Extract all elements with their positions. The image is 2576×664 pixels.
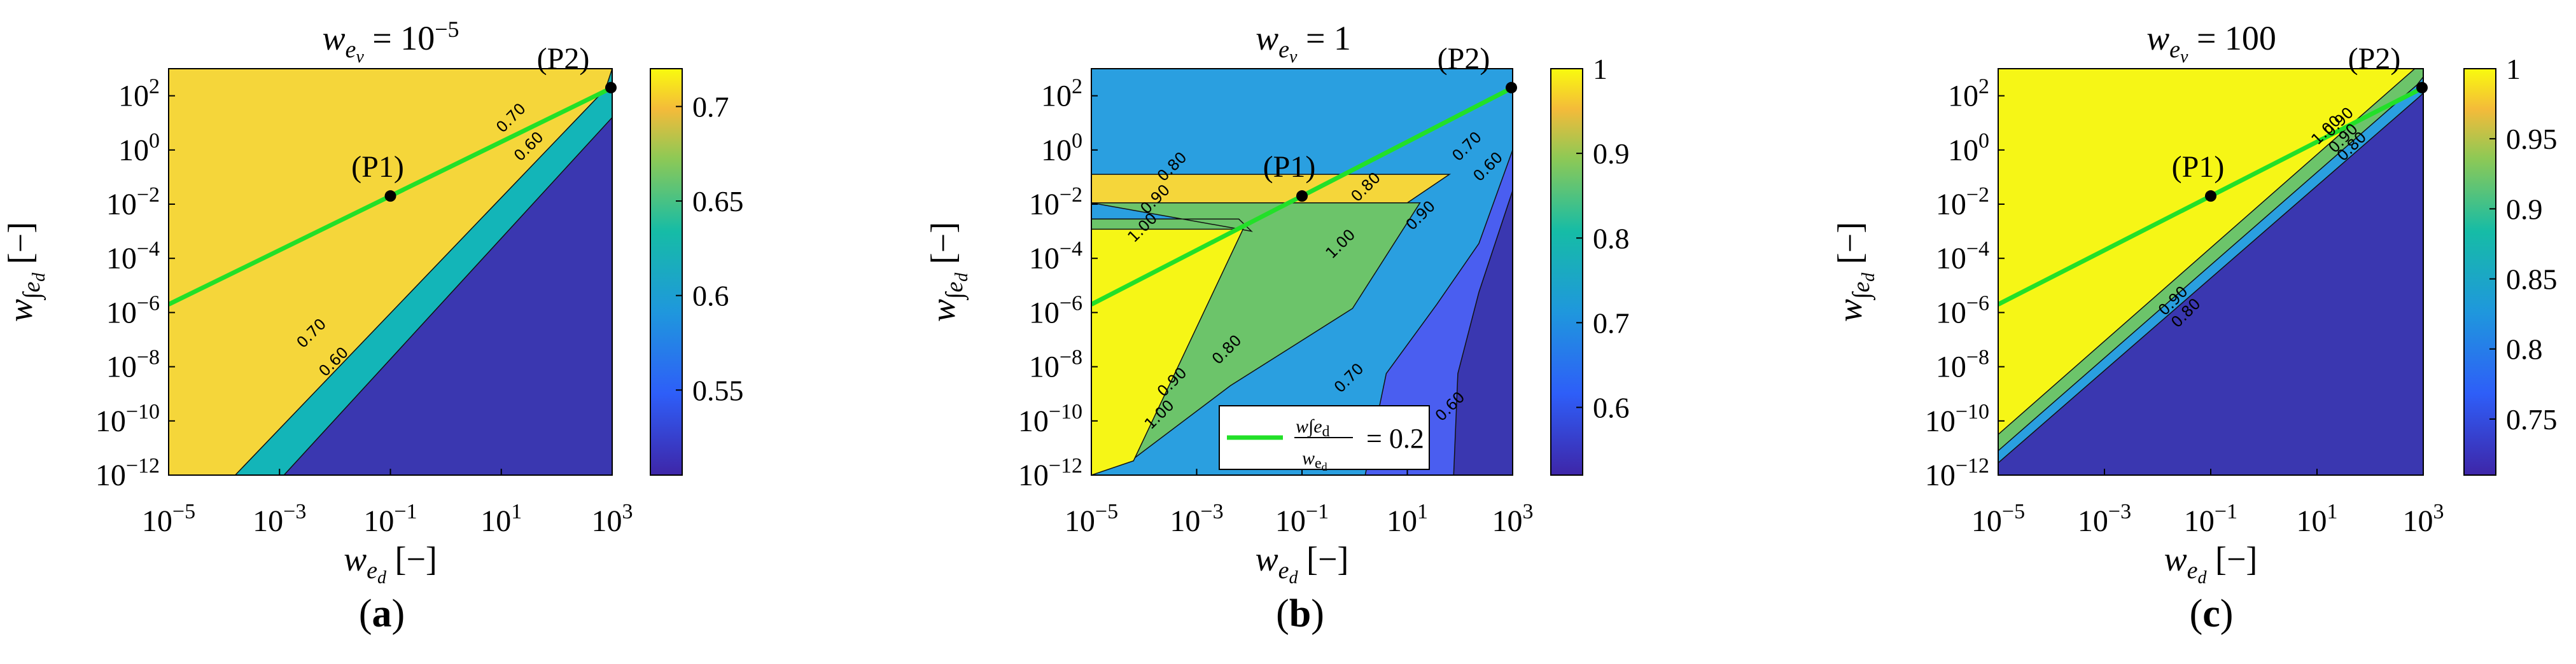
plot-area: 0.800.901.000.800.900.700.601.000.800.90… (1091, 69, 1513, 475)
y-tick-label: 102 (1041, 75, 1082, 113)
panel-caption: (b) (1276, 592, 1324, 635)
colorbar-tick-label: 0.85 (2506, 263, 2558, 296)
y-tick-label: 100 (1948, 129, 1989, 167)
y-tick-label: 102 (118, 75, 160, 113)
x-tick-label: 103 (592, 500, 633, 538)
point-1 (1296, 190, 1308, 202)
region-low (1091, 228, 1244, 475)
x-tick-label: 101 (1387, 500, 1428, 538)
x-tick-label: 10−3 (1170, 500, 1223, 538)
y-tick-label: 10−4 (1029, 237, 1082, 275)
colorbar-tick-label: 0.8 (2506, 333, 2543, 366)
y-tick-label: 10−8 (1029, 346, 1082, 384)
panel-title: wev = 100 (2146, 19, 2276, 67)
y-axis-label: w∫ed [−] (924, 222, 972, 322)
point-2 (1506, 81, 1517, 93)
point-1 (2205, 190, 2216, 202)
y-tick-label: 10−12 (1925, 454, 1989, 492)
point-2 (605, 81, 617, 93)
y-axis-label: w∫ed [−] (1831, 222, 1879, 322)
x-tick-label: 10−3 (253, 500, 306, 538)
y-axis-label: w∫ed [−] (1, 222, 49, 322)
point-label-2: (P2) (537, 42, 590, 76)
legend: w∫ed wed = 0.2 (1219, 405, 1430, 473)
x-tick-label: 103 (1492, 500, 1534, 538)
colorbar (1550, 68, 1583, 476)
x-tick-label: 10−3 (2078, 500, 2131, 538)
y-tick-label: 10−6 (1936, 291, 1989, 329)
x-tick-label: 10−5 (142, 500, 195, 538)
y-tick-label: 10−10 (1018, 400, 1082, 438)
point-label-1: (P1) (2172, 150, 2225, 184)
y-tick-label: 10−4 (106, 237, 160, 275)
y-tick-label: 10−2 (106, 183, 160, 221)
x-tick-label: 10−5 (1065, 500, 1118, 538)
colorbar-tick-label: 0.9 (1593, 137, 1630, 170)
point-1 (384, 190, 396, 202)
panel-a: 0.700.600.700.60(P1) (P2) 10−5 10−3 10−1 101 1… (1, 17, 744, 635)
y-tick-label: 100 (118, 129, 160, 167)
x-tick-label: 10−5 (1971, 500, 2025, 538)
x-axis-label: wed [−] (344, 540, 437, 588)
y-tick-label: 10−10 (95, 400, 160, 438)
y-tick-label: 10−4 (1936, 237, 1989, 275)
x-tick-label: 101 (2297, 500, 2338, 538)
point-2 (2416, 81, 2428, 93)
y-tick-label: 100 (1041, 129, 1082, 167)
colorbar (650, 68, 683, 476)
panel-title: wev = 10−5 (322, 17, 459, 67)
y-tick-label: 10−8 (1936, 346, 1989, 384)
panel-caption: (c) (2190, 592, 2234, 635)
y-tick-label: 10−6 (106, 291, 160, 329)
y-tick-label: 10−8 (106, 346, 160, 384)
colorbar-tick-label: 0.75 (2506, 403, 2558, 436)
colorbar-tick-label: 0.7 (692, 90, 729, 123)
y-tick-label: 10−12 (95, 454, 160, 492)
point-label-1: (P1) (351, 150, 404, 184)
panel-b: 0.800.901.000.800.900.700.601.000.800.90… (924, 19, 1630, 635)
y-tick-label: 10−12 (1018, 454, 1082, 492)
y-tick-label: 10−6 (1029, 291, 1082, 329)
point-label-1: (P1) (1263, 150, 1316, 184)
colorbar-tick-label: 0.6 (692, 280, 729, 312)
point-label-2: (P2) (1438, 42, 1490, 76)
colorbar-tick-label: 1 (2506, 53, 2521, 85)
y-tick-label: 10−2 (1029, 183, 1082, 221)
colorbar-tick-label: 0.55 (692, 374, 744, 406)
legend-label: w∫ed wed = 0.2 (1296, 416, 1424, 473)
region-0.60 (1453, 190, 1513, 475)
y-tick-label: 102 (1948, 75, 1989, 113)
x-tick-label: 10−1 (363, 500, 417, 538)
x-axis-label: wed [−] (2164, 540, 2258, 588)
point-label-2: (P2) (2348, 42, 2401, 76)
panel-c: 1.000.900.800.900.900.80(P1) (P2) 10−5 10−3… (1831, 19, 2558, 635)
y-tick-label: 10−10 (1925, 400, 1989, 438)
colorbar-tick-label: 0.6 (1593, 392, 1630, 424)
x-tick-label: 10−1 (2184, 500, 2237, 538)
colorbar (2463, 68, 2496, 476)
region-0.60 (283, 116, 612, 475)
y-tick-label: 10−2 (1936, 183, 1989, 221)
colorbar-tick-label: 0.8 (1593, 222, 1630, 254)
region-0.75 (1998, 92, 2423, 475)
panel-caption: (a) (359, 592, 405, 635)
region-band-0.80 (1091, 174, 1452, 204)
colorbar-tick-label: 0.9 (2506, 193, 2543, 225)
x-tick-label: 101 (480, 500, 522, 538)
panel-title: wev = 1 (1256, 19, 1351, 67)
x-axis-label: wed [−] (1256, 540, 1349, 588)
colorbar-tick-label: 0.65 (692, 185, 744, 218)
x-tick-label: 10−1 (1275, 500, 1329, 538)
x-tick-label: 103 (2403, 500, 2444, 538)
plot-area: 0.700.600.700.60 (169, 69, 612, 475)
colorbar-tick-label: 0.7 (1593, 307, 1630, 339)
colorbar-tick-label: 0.95 (2506, 123, 2558, 155)
plot-area: 1.000.900.800.900.900.80 (1998, 69, 2423, 475)
colorbar-tick-label: 1 (1593, 53, 1607, 85)
